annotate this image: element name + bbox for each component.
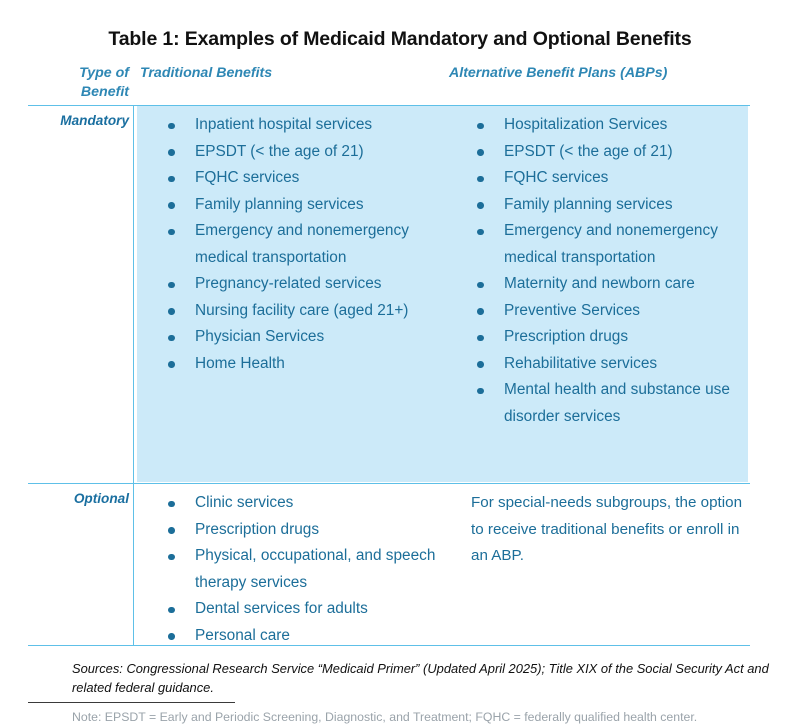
list-item: Mental health and substance use disorder…: [471, 377, 751, 430]
column-header-type-of-benefit-line1: Type of: [79, 65, 129, 81]
table-row-mandatory: Mandatory Inpatient hospital services EP…: [28, 106, 750, 482]
table-column-divider: [133, 105, 134, 645]
optional-abp-cell: For special-needs subgroups, the option …: [471, 490, 751, 570]
footnote-clipped-text: Note: EPSDT = Early and Periodic Screeni…: [72, 710, 698, 724]
column-header-type-of-benefit: Type of Benefit: [28, 64, 129, 102]
list-item: EPSDT (< the age of 21): [162, 139, 462, 166]
optional-traditional-cell: Clinic services Prescription drugs Physi…: [162, 490, 462, 649]
row-label-optional: Optional: [73, 491, 129, 507]
table-bottom-rule: [28, 645, 750, 646]
table-header-row: Type of Benefit Traditional Benefits Alt…: [28, 64, 750, 105]
list-item: Clinic services: [162, 490, 462, 517]
sources-note: Sources: Congressional Research Service …: [72, 661, 769, 695]
list-item: Dental services for adults: [162, 596, 462, 623]
list-item: Emergency and nonemergency medical trans…: [471, 218, 751, 271]
list-item: Home Health: [162, 351, 462, 378]
column-header-type-of-benefit-line2: Benefit: [80, 84, 129, 100]
mandatory-traditional-list: Inpatient hospital services EPSDT (< the…: [162, 112, 462, 377]
list-item: Pregnancy-related services: [162, 271, 462, 298]
list-item: Inpatient hospital services: [162, 112, 462, 139]
page-title: Table 1: Examples of Medicaid Mandatory …: [108, 28, 692, 50]
optional-traditional-list: Clinic services Prescription drugs Physi…: [162, 490, 462, 649]
list-item: FQHC services: [471, 165, 751, 192]
mandatory-abp-list: Hospitalization Services EPSDT (< the ag…: [471, 112, 751, 430]
column-header-alternative-benefit-plans: Alternative Benefit Plans (ABPs): [449, 65, 668, 81]
list-item: Family planning services: [471, 192, 751, 219]
mandatory-row-shading: [137, 106, 748, 483]
list-item: Emergency and nonemergency medical trans…: [162, 218, 462, 271]
mandatory-traditional-cell: Inpatient hospital services EPSDT (< the…: [162, 112, 462, 377]
list-item: Hospitalization Services: [471, 112, 751, 139]
list-item: Rehabilitative services: [471, 351, 751, 378]
list-item: Prescription drugs: [471, 324, 751, 351]
list-item: EPSDT (< the age of 21): [471, 139, 751, 166]
table-middle-rule: [28, 483, 750, 484]
table-top-rule: [28, 105, 750, 106]
footnote-separator: [28, 702, 235, 703]
list-item: Physical, occupational, and speech thera…: [162, 543, 462, 596]
list-item: Physician Services: [162, 324, 462, 351]
row-label-mandatory: Mandatory: [60, 113, 129, 129]
benefits-table: Type of Benefit Traditional Benefits Alt…: [28, 64, 750, 646]
optional-abp-paragraph: For special-needs subgroups, the option …: [471, 494, 743, 565]
list-item: Maternity and newborn care: [471, 271, 751, 298]
list-item: Prescription drugs: [162, 517, 462, 544]
list-item: Preventive Services: [471, 298, 751, 325]
table-row-optional: Optional Clinic services Prescription dr…: [28, 484, 750, 644]
mandatory-abp-cell: Hospitalization Services EPSDT (< the ag…: [471, 112, 751, 430]
column-header-traditional-benefits: Traditional Benefits: [140, 65, 273, 81]
list-item: Nursing facility care (aged 21+): [162, 298, 462, 325]
list-item: FQHC services: [162, 165, 462, 192]
list-item: Family planning services: [162, 192, 462, 219]
list-item: Personal care: [162, 623, 462, 650]
